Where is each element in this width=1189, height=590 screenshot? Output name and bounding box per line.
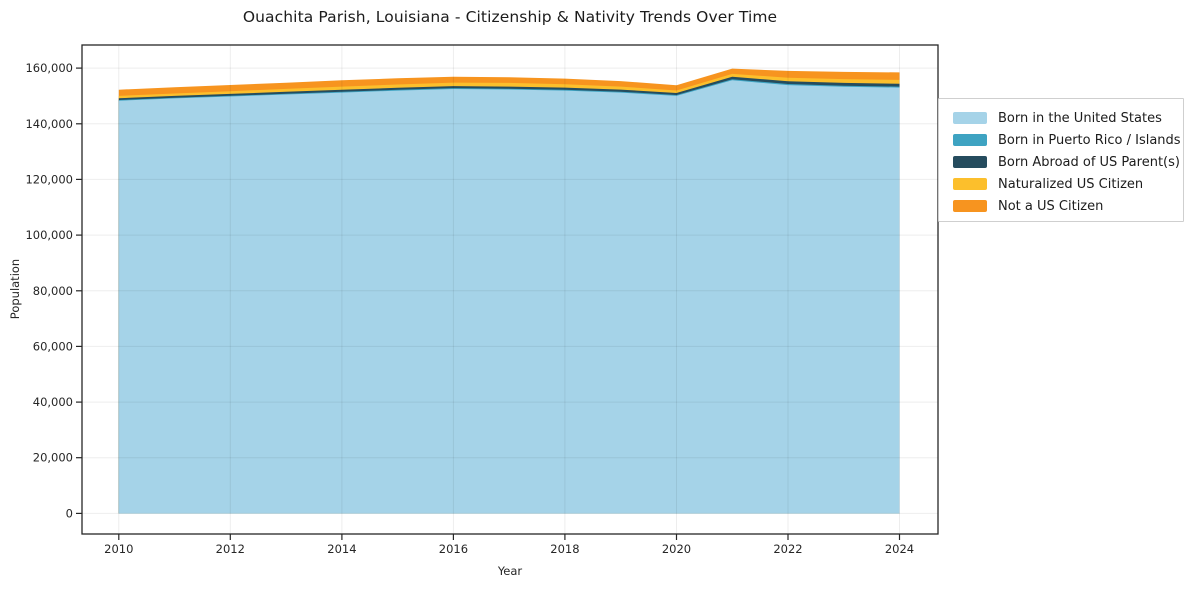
legend-swatch: [953, 156, 987, 168]
x-tick-label: 2012: [216, 542, 245, 556]
y-tick-label: 100,000: [25, 228, 73, 242]
x-tick-label: 2024: [885, 542, 914, 556]
legend-item: Born in the United States: [939, 107, 1183, 129]
x-tick-label: 2018: [550, 542, 579, 556]
legend: Born in the United States Born in Puerto …: [938, 98, 1184, 222]
legend-swatch: [953, 178, 987, 190]
legend-swatch: [953, 112, 987, 124]
tick-labels: 0 20,000 40,000 60,000 80,000 100,000 120,000 1…: [25, 61, 914, 556]
x-tick-label: 2022: [773, 542, 802, 556]
area-layer: [118, 80, 900, 514]
y-tick-label: 120,000: [25, 172, 73, 186]
x-tick-label: 2010: [104, 542, 133, 556]
y-tick-label: 40,000: [33, 395, 73, 409]
y-tick-label: 80,000: [33, 284, 73, 298]
x-axis-label: Year: [497, 564, 523, 578]
plot-border: [81, 44, 939, 535]
legend-item: Born in Puerto Rico / Islands: [939, 129, 1183, 151]
legend-label: Born Abroad of US Parent(s): [998, 154, 1180, 170]
legend-swatch: [953, 200, 987, 212]
legend-label: Not a US Citizen: [998, 198, 1104, 214]
legend-label: Naturalized US Citizen: [998, 176, 1144, 192]
gridlines: [82, 45, 938, 534]
y-tick-label: 0: [66, 506, 73, 520]
x-tick-label: 2014: [327, 542, 356, 556]
legend-item: Not a US Citizen: [939, 195, 1183, 217]
x-tick-label: 2020: [662, 542, 691, 556]
y-tick-label: 160,000: [25, 61, 73, 75]
area-series: [118, 68, 900, 514]
legend-label: Born in the United States: [998, 110, 1162, 126]
legend-label: Born in Puerto Rico / Islands: [998, 132, 1181, 148]
x-tick-label: 2016: [439, 542, 468, 556]
chart-title: Ouachita Parish, Louisiana - Citizenship…: [242, 8, 778, 26]
y-tick-label: 60,000: [33, 339, 73, 353]
y-tick-label: 140,000: [25, 117, 73, 131]
legend-swatch: [953, 134, 987, 146]
tick-marks: [76, 67, 901, 540]
legend-item: Born Abroad of US Parent(s): [939, 151, 1183, 173]
y-tick-label: 20,000: [33, 451, 73, 465]
legend-item: Naturalized US Citizen: [939, 173, 1183, 195]
